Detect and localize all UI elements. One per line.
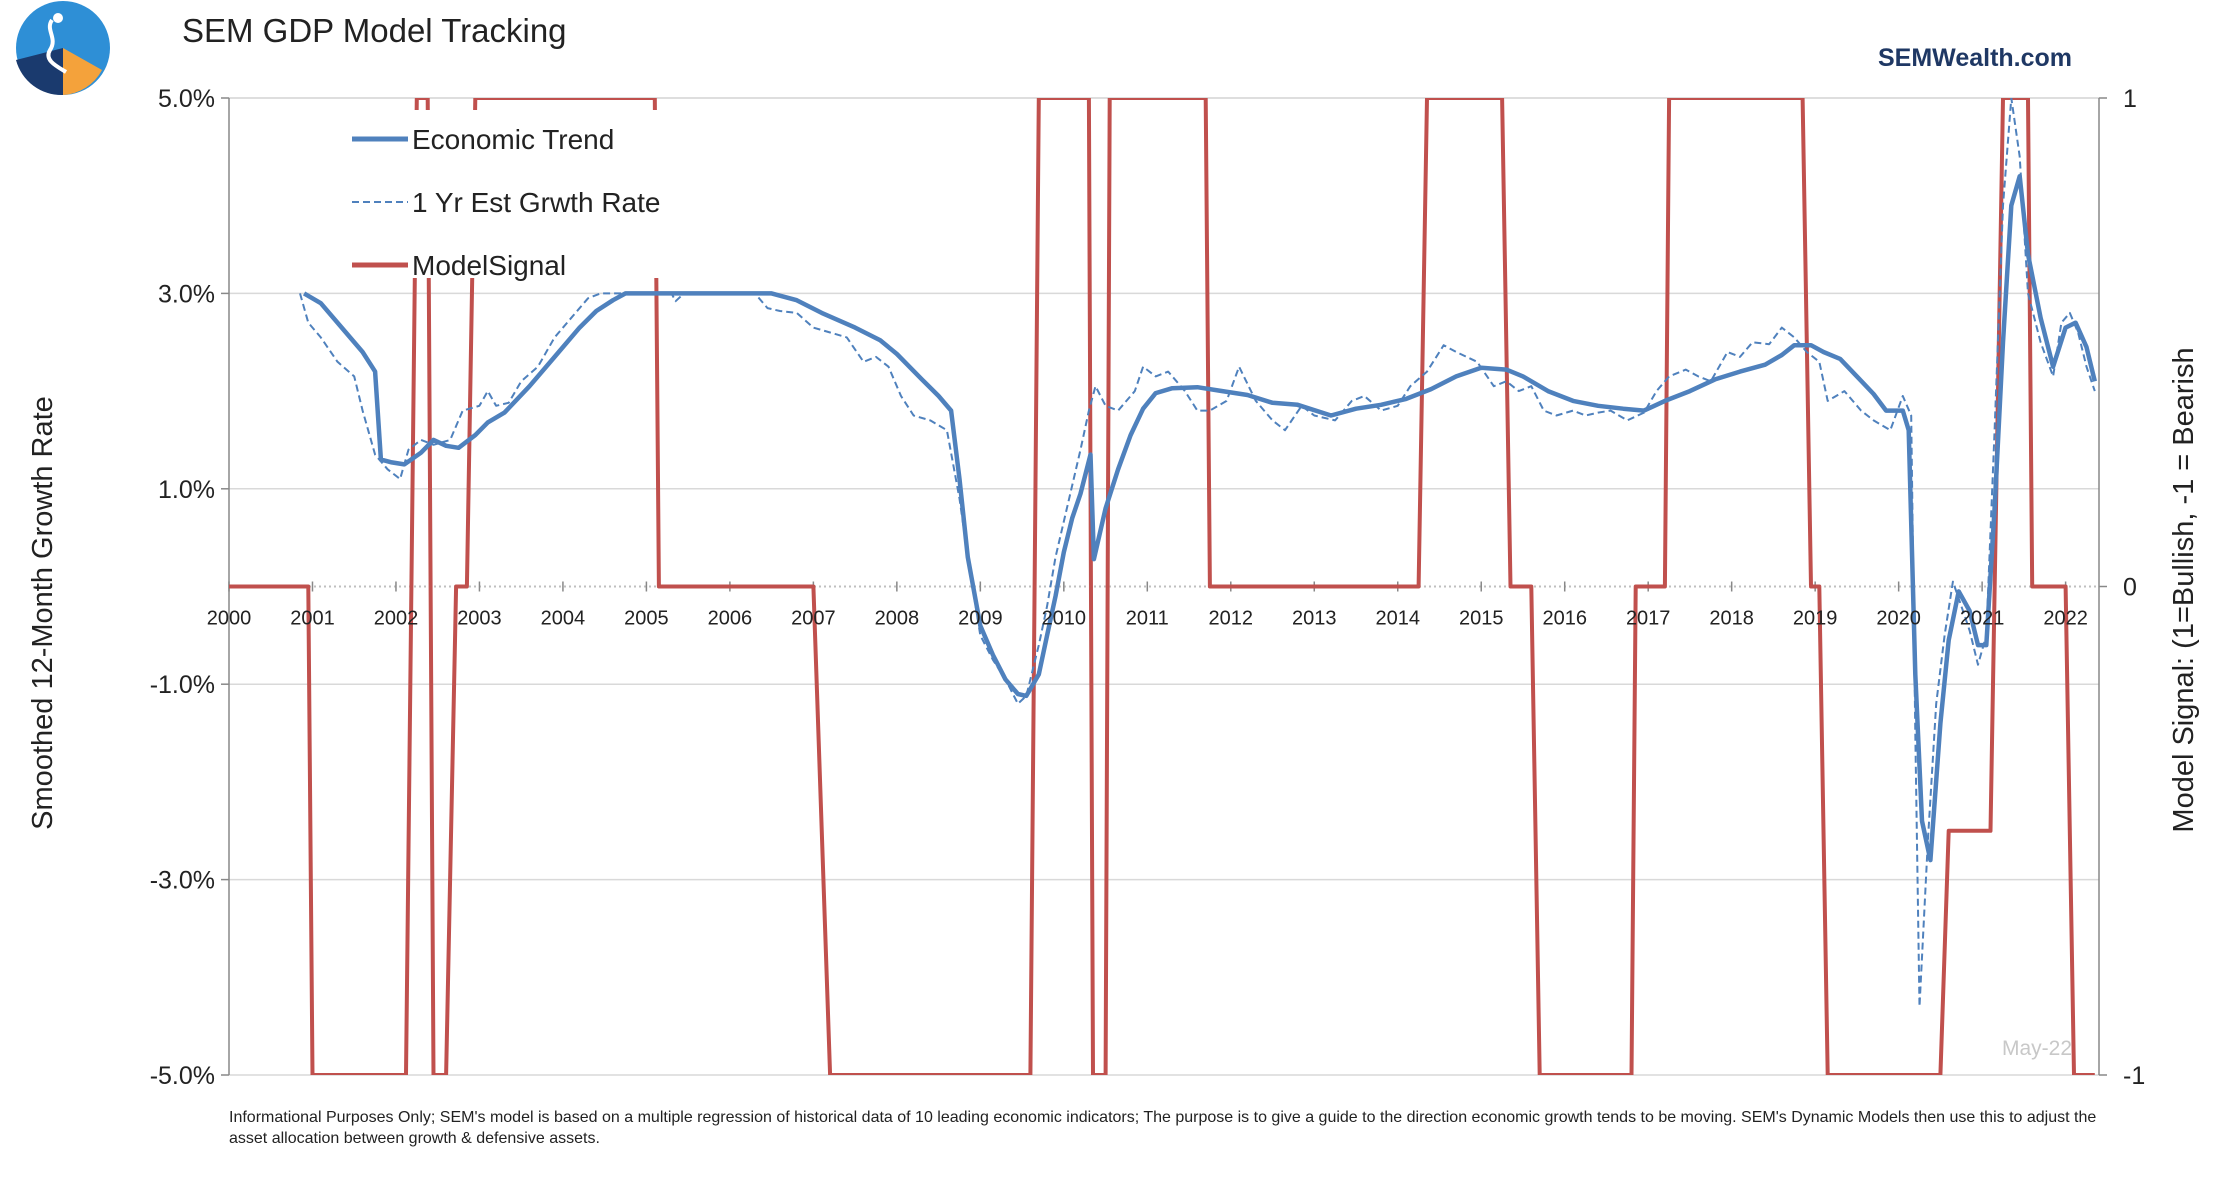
- x-tick-label: 2007: [791, 608, 836, 630]
- x-tick-label: 2008: [875, 608, 920, 630]
- series-layer: [229, 98, 2097, 1075]
- tick-labels: 5.0% 3.0% 1.0% -1.0% -3.0% -5.0% 1 0 -1 2000 2001 2…: [150, 85, 2146, 1090]
- plot-area: 5.0% 3.0% 1.0% -1.0% -3.0% -5.0% 1 0 -1 2000 2001 2…: [150, 85, 2146, 1090]
- x-tick-label: 2010: [1042, 608, 1087, 630]
- x-tick-label: 2003: [457, 608, 502, 630]
- y-left-tick-label: 1.0%: [158, 476, 215, 504]
- legend-label-est-growth: 1 Yr Est Grwth Rate: [412, 187, 660, 218]
- x-tick-label: 2013: [1292, 608, 1337, 630]
- x-tick-label: 2015: [1459, 608, 1504, 630]
- modelsignal-line: [229, 98, 2095, 1075]
- x-tick-label: 2009: [958, 608, 1003, 630]
- y-axis-left-title: Smoothed 12-Month Growth Rate: [27, 396, 59, 830]
- legend-label-economic-trend: Economic Trend: [412, 124, 614, 155]
- y-left-tick-label: -1.0%: [150, 671, 215, 699]
- x-tick-label: 2014: [1376, 608, 1421, 630]
- y-right-tick-label: 0: [2123, 574, 2137, 602]
- x-tick-label: 2017: [1626, 608, 1671, 630]
- x-tick-label: 2002: [374, 608, 419, 630]
- x-tick-label: 2001: [290, 608, 335, 630]
- axes: [221, 97, 2107, 1076]
- y-right-tick-label: -1: [2123, 1062, 2145, 1090]
- 1-yr-est-grwth-rate-line: [299, 98, 2096, 1008]
- y-left-tick-label: -5.0%: [150, 1062, 215, 1090]
- x-tick-label: 2018: [1709, 608, 1754, 630]
- x-tick-label: 2012: [1209, 608, 1254, 630]
- y-left-tick-label: 5.0%: [158, 85, 215, 113]
- x-tick-label: 2021: [1960, 608, 2005, 630]
- x-tick-label: 2016: [1542, 608, 1587, 630]
- economic-trend-line: [302, 173, 2097, 863]
- x-tick-label: 2005: [624, 608, 669, 630]
- y-left-tick-label: 3.0%: [158, 280, 215, 308]
- brand-label: SEMWealth.com: [1878, 44, 2072, 72]
- date-stamp: May-22: [2002, 1037, 2072, 1060]
- y-right-tick-label: 1: [2123, 85, 2137, 113]
- y-left-tick-label: -3.0%: [150, 867, 215, 895]
- legend-label-model-signal: ModelSignal: [412, 250, 566, 281]
- sem-logo-icon: [16, 1, 110, 96]
- x-tick-label: 2006: [708, 608, 753, 630]
- y-axis-right-title: Model Signal: (1=Bullish, -1 = Bearish: [2168, 347, 2200, 832]
- x-tick-label: 2004: [541, 608, 586, 630]
- legend: Economic Trend 1 Yr Est Grwth Rate Model…: [334, 110, 678, 281]
- x-tick-label: 2019: [1793, 608, 1838, 630]
- x-tick-label: 2020: [1876, 608, 1921, 630]
- x-tick-label: 2022: [2043, 608, 2088, 630]
- x-tick-label: 2000: [207, 608, 252, 630]
- x-tick-label: 2011: [1126, 608, 1169, 630]
- chart-title: SEM GDP Model Tracking: [182, 12, 567, 49]
- footnote: Informational Purposes Only; SEM's model…: [229, 1109, 2097, 1147]
